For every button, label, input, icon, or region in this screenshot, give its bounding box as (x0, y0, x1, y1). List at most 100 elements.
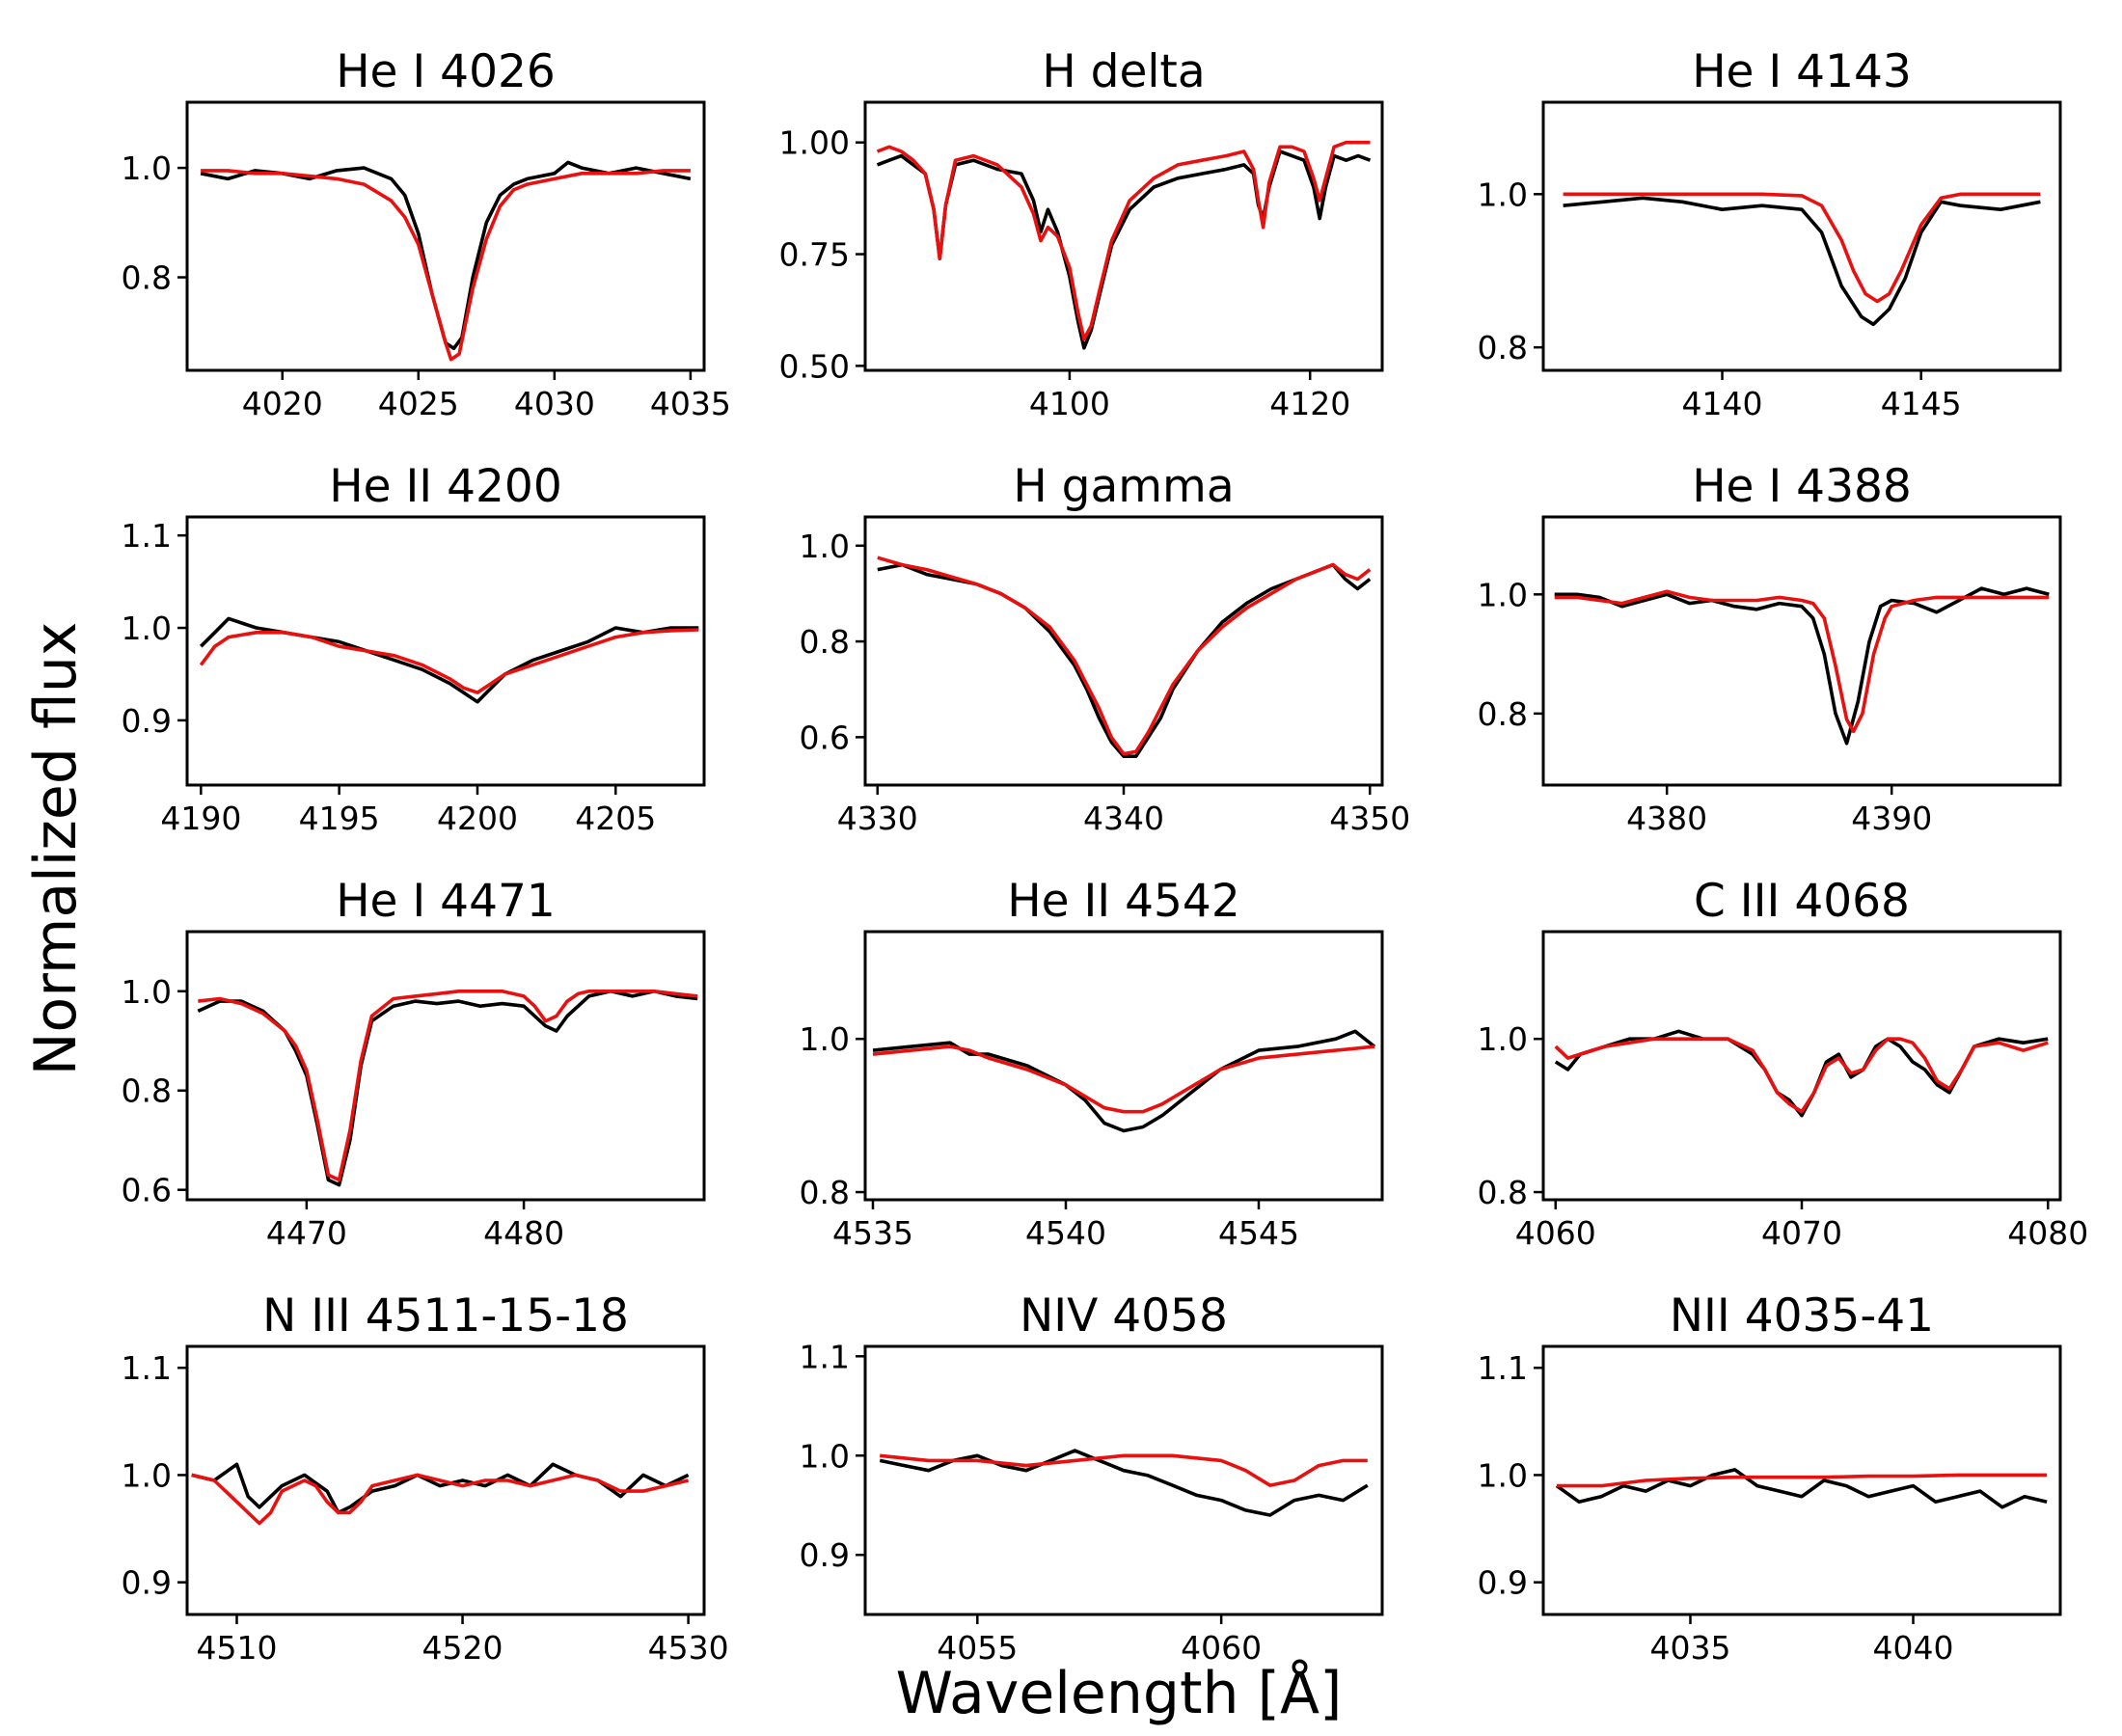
x-tick-label: 4195 (299, 800, 380, 837)
y-tick-label: 1.0 (1478, 1456, 1528, 1494)
y-tick-label: 0.6 (122, 1172, 172, 1209)
panel: He I 4471 4470 4480 0.6 0.8 1.0 (122, 875, 706, 1252)
y-tick-label: 1.0 (122, 610, 172, 647)
x-tick-label: 4040 (1873, 1629, 1954, 1667)
panel-title: NIV 4058 (1020, 1289, 1228, 1343)
model-spectrum-line (191, 1473, 690, 1526)
y-tick-label: 0.6 (800, 719, 850, 756)
model-spectrum-line (877, 556, 1372, 756)
y-tick-label: 1.0 (122, 1456, 172, 1494)
y-tick-label: 1.0 (800, 1437, 850, 1475)
panel-title: H gamma (1013, 460, 1234, 513)
panel: N III 4511-15-18 4510 4520 4530 0.9 1.0 1.1 (122, 1289, 729, 1667)
panel: He I 4143 4140 4145 0.8 1.0 (1478, 45, 2062, 422)
model-spectrum-line (1563, 192, 2041, 304)
observed-spectrum-line (872, 1029, 1376, 1133)
panel: NIV 4058 4055 4060 0.9 1.0 1.1 (800, 1289, 1384, 1667)
x-tick-label: 4470 (266, 1214, 347, 1252)
x-tick-label: 4545 (1218, 1214, 1299, 1252)
x-tick-label: 4100 (1029, 385, 1110, 422)
x-tick-label: 4480 (483, 1214, 564, 1252)
panel-frame (1541, 1344, 2062, 1616)
panel: C III 4068 4060 4070 4080 0.8 1.0 (1478, 875, 2089, 1252)
panel-frame (863, 100, 1384, 372)
x-tick-label: 4520 (422, 1629, 503, 1667)
x-tick-label: 4340 (1083, 800, 1164, 837)
x-tick-label: 4145 (1881, 385, 1962, 422)
observed-spectrum-line (1555, 1468, 2048, 1509)
y-tick-label: 1.0 (122, 973, 172, 1011)
observed-spectrum-line (197, 990, 698, 1187)
x-tick-label: 4060 (1181, 1629, 1262, 1667)
y-tick-label: 0.8 (122, 259, 172, 297)
y-tick-label: 0.8 (800, 623, 850, 661)
x-tick-label: 4080 (2007, 1214, 2088, 1252)
panel: NII 4035-41 4035 4040 0.9 1.0 1.1 (1478, 1289, 2062, 1667)
x-tick-label: 4380 (1626, 800, 1707, 837)
panel-frame (863, 515, 1384, 787)
panel-title: H delta (1042, 45, 1205, 98)
panel: He II 4200 4190 4195 4200 4205 0.9 1.0 1.1 (122, 460, 706, 837)
panel-title: He I 4026 (336, 45, 556, 98)
x-tick-label: 4060 (1515, 1214, 1596, 1252)
model-spectrum-line (1554, 1037, 2049, 1114)
model-spectrum-line (199, 628, 699, 694)
y-tick-label: 0.9 (122, 1564, 172, 1602)
y-tick-label: 0.8 (800, 1174, 850, 1211)
panel-title: NII 4035-41 (1670, 1289, 1934, 1343)
y-tick-label: 0.9 (1478, 1564, 1528, 1602)
y-tick-label: 0.8 (1478, 329, 1528, 366)
x-tick-label: 4070 (1761, 1214, 1842, 1252)
x-tick-label: 4350 (1329, 800, 1410, 837)
model-spectrum-line (1554, 589, 2050, 734)
y-tick-label: 1.1 (122, 517, 172, 555)
panels-group: He I 4026 4020 4025 4030 4035 0.8 1.0 H delta 41… (122, 45, 2089, 1667)
y-tick-label: 0.8 (1478, 1174, 1528, 1211)
panel: He I 4026 4020 4025 4030 4035 0.8 1.0 (122, 45, 731, 422)
panel-frame (863, 1344, 1384, 1616)
y-tick-label: 0.9 (122, 702, 172, 740)
x-tick-label: 4025 (378, 385, 459, 422)
model-spectrum-line (876, 140, 1371, 341)
x-tick-label: 4540 (1025, 1214, 1106, 1252)
x-tick-label: 4120 (1269, 385, 1350, 422)
model-spectrum-line (880, 1453, 1368, 1487)
panel-frame (185, 515, 706, 787)
y-tick-label: 0.9 (800, 1536, 850, 1574)
x-tick-label: 4140 (1682, 385, 1763, 422)
y-tick-label: 1.1 (1478, 1349, 1528, 1387)
y-tick-label: 1.1 (122, 1349, 172, 1387)
x-tick-label: 4030 (514, 385, 595, 422)
y-tick-label: 1.0 (122, 149, 172, 187)
observed-spectrum-line (1554, 586, 2050, 746)
panel-frame (185, 930, 706, 1202)
x-tick-label: 4535 (832, 1214, 913, 1252)
panel-frame (863, 930, 1384, 1202)
x-tick-label: 4190 (160, 800, 241, 837)
model-spectrum-line (198, 990, 698, 1182)
panel-title: He I 4143 (1692, 45, 1912, 98)
x-tick-label: 4020 (242, 385, 323, 422)
panel-frame (185, 1344, 706, 1616)
panel: He I 4388 4380 4390 0.8 1.0 (1478, 460, 2062, 837)
panel-title: He I 4471 (336, 875, 556, 928)
panel: H gamma 4330 4340 4350 0.6 0.8 1.0 (800, 460, 1411, 837)
y-tick-label: 0.8 (1478, 695, 1528, 733)
y-tick-label: 1.0 (1478, 576, 1528, 613)
model-spectrum-line (1556, 1473, 2048, 1488)
observed-spectrum-line (200, 616, 699, 704)
panel-title: He I 4388 (1692, 460, 1912, 513)
y-tick-label: 1.1 (800, 1338, 850, 1375)
x-tick-label: 4330 (837, 800, 918, 837)
x-tick-label: 4510 (197, 1629, 278, 1667)
panel-frame (1541, 100, 2062, 372)
y-tick-label: 0.8 (122, 1072, 172, 1110)
x-tick-label: 4530 (648, 1629, 729, 1667)
panel-title: He II 4200 (329, 460, 561, 513)
y-tick-label: 1.0 (1478, 1020, 1528, 1058)
panel-title: He II 4542 (1007, 875, 1239, 928)
x-tick-label: 4055 (937, 1629, 1018, 1667)
y-tick-label: 1.0 (800, 528, 850, 565)
x-tick-label: 4035 (1649, 1629, 1730, 1667)
